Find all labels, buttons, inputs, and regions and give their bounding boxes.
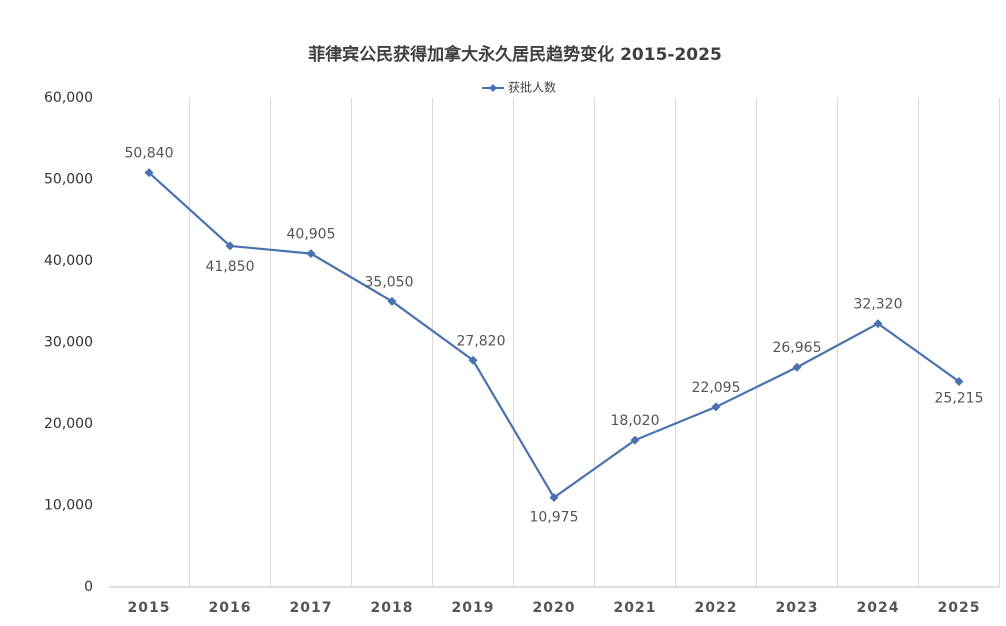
y-tick-label: 30,000 bbox=[44, 335, 93, 351]
data-point bbox=[387, 296, 397, 306]
data-point bbox=[711, 402, 721, 412]
data-label: 25,215 bbox=[935, 390, 984, 406]
x-tick-label: 2016 bbox=[209, 600, 252, 616]
x-tick-label: 2021 bbox=[614, 600, 657, 616]
data-point bbox=[306, 249, 316, 259]
x-tick-label: 2020 bbox=[533, 600, 576, 616]
data-label: 50,840 bbox=[125, 146, 174, 162]
y-tick-label: 10,000 bbox=[44, 498, 93, 514]
x-tick-label: 2022 bbox=[695, 600, 738, 616]
data-point bbox=[468, 355, 478, 365]
data-label: 35,050 bbox=[365, 274, 414, 290]
x-tick-label: 2023 bbox=[776, 600, 819, 616]
data-point bbox=[873, 319, 883, 329]
data-point bbox=[792, 362, 802, 372]
data-label: 32,320 bbox=[854, 297, 903, 313]
legend-label: 获批人数 bbox=[508, 80, 556, 95]
x-tick-label: 2015 bbox=[128, 600, 171, 616]
data-label: 18,020 bbox=[611, 413, 660, 429]
data-label: 41,850 bbox=[206, 259, 255, 275]
y-tick-label: 0 bbox=[84, 579, 93, 595]
data-point bbox=[225, 241, 235, 251]
x-tick-label: 2019 bbox=[452, 600, 495, 616]
x-tick-label: 2017 bbox=[290, 600, 333, 616]
chart-title: 菲律宾公民获得加拿大永久居民趋势变化 2015-2025 bbox=[308, 44, 722, 65]
x-tick-label: 2024 bbox=[857, 600, 900, 616]
data-point bbox=[549, 493, 559, 503]
data-label: 10,975 bbox=[530, 510, 579, 526]
data-label: 40,905 bbox=[287, 227, 336, 243]
data-point bbox=[144, 168, 154, 178]
y-tick-label: 50,000 bbox=[44, 172, 93, 188]
x-tick-label: 2025 bbox=[938, 600, 981, 616]
data-point bbox=[954, 376, 964, 386]
y-tick-label: 40,000 bbox=[44, 253, 93, 269]
x-tick-label: 2018 bbox=[371, 600, 414, 616]
data-point bbox=[630, 435, 640, 445]
legend-marker bbox=[489, 84, 497, 92]
y-tick-label: 60,000 bbox=[44, 90, 93, 106]
data-label: 22,095 bbox=[692, 380, 741, 396]
y-tick-label: 20,000 bbox=[44, 416, 93, 432]
data-label: 26,965 bbox=[773, 340, 822, 356]
data-label: 27,820 bbox=[457, 333, 506, 349]
